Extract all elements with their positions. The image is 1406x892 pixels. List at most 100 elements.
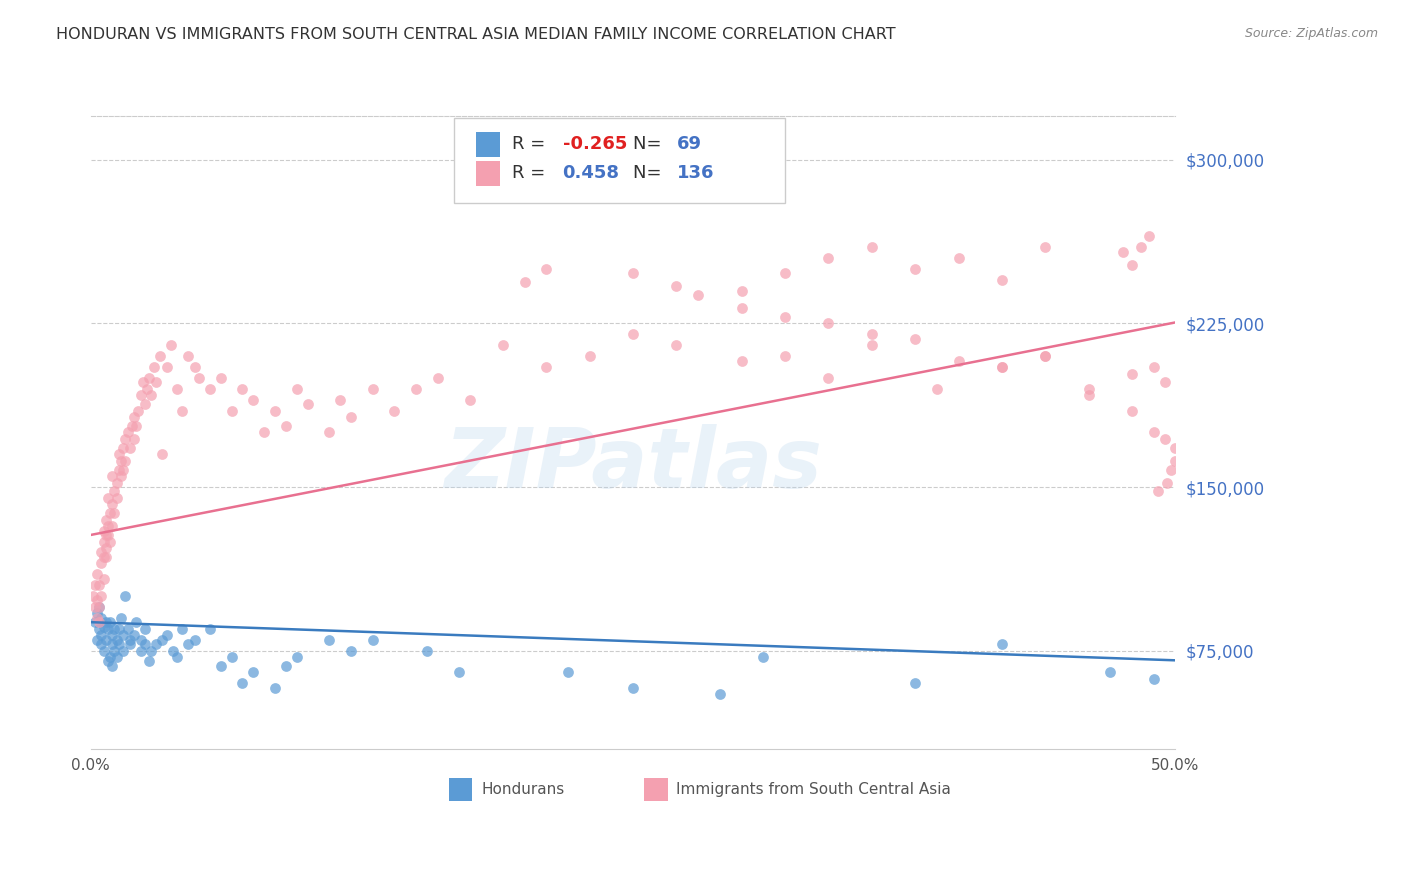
Point bbox=[93, 643, 115, 657]
Point bbox=[1143, 360, 1166, 375]
Point bbox=[97, 519, 120, 533]
Point bbox=[285, 650, 308, 665]
Point bbox=[1033, 240, 1056, 254]
Point bbox=[93, 549, 115, 564]
Point bbox=[860, 338, 883, 352]
Point bbox=[112, 462, 135, 476]
Point bbox=[198, 382, 221, 396]
Point bbox=[134, 397, 156, 411]
Point bbox=[1164, 454, 1187, 468]
Point bbox=[405, 382, 427, 396]
Point bbox=[138, 655, 160, 669]
Point bbox=[170, 622, 193, 636]
Point bbox=[166, 650, 188, 665]
FancyBboxPatch shape bbox=[644, 779, 668, 801]
Point bbox=[773, 266, 796, 280]
Point bbox=[84, 578, 107, 592]
Point bbox=[94, 615, 117, 630]
Point bbox=[991, 637, 1014, 651]
Point bbox=[242, 392, 264, 407]
Point bbox=[817, 371, 839, 385]
Text: Hondurans: Hondurans bbox=[481, 782, 564, 797]
Point bbox=[1143, 425, 1166, 440]
Point bbox=[1077, 382, 1099, 396]
Point bbox=[991, 360, 1014, 375]
Text: -0.265: -0.265 bbox=[562, 136, 627, 153]
Point bbox=[1129, 240, 1152, 254]
Point bbox=[97, 622, 120, 636]
Point bbox=[84, 615, 107, 630]
Point bbox=[513, 275, 536, 289]
Point bbox=[136, 382, 159, 396]
Point bbox=[460, 392, 482, 407]
Point bbox=[122, 410, 145, 425]
Text: 0.458: 0.458 bbox=[562, 164, 620, 182]
Point bbox=[1164, 441, 1187, 455]
Point bbox=[155, 628, 177, 642]
Point bbox=[1112, 244, 1135, 259]
Point bbox=[773, 349, 796, 363]
Point bbox=[1033, 349, 1056, 363]
Text: 69: 69 bbox=[676, 136, 702, 153]
Point bbox=[274, 419, 297, 434]
FancyBboxPatch shape bbox=[454, 118, 785, 203]
Point bbox=[97, 655, 120, 669]
Point bbox=[621, 266, 644, 280]
Point bbox=[274, 658, 297, 673]
Point bbox=[155, 360, 177, 375]
Point bbox=[82, 589, 104, 603]
Point bbox=[773, 310, 796, 324]
Point bbox=[94, 549, 117, 564]
Point bbox=[125, 419, 148, 434]
Point bbox=[105, 650, 128, 665]
Point bbox=[188, 371, 211, 385]
Point bbox=[416, 643, 439, 657]
Point bbox=[89, 599, 111, 614]
Point bbox=[108, 462, 131, 476]
Point bbox=[129, 643, 152, 657]
Point bbox=[948, 251, 970, 265]
Point bbox=[184, 632, 207, 647]
Point bbox=[101, 658, 124, 673]
Point bbox=[264, 403, 287, 417]
Text: ZIPatlas: ZIPatlas bbox=[444, 424, 823, 505]
Point bbox=[98, 650, 121, 665]
Point bbox=[86, 607, 108, 621]
Point bbox=[991, 360, 1014, 375]
Point bbox=[536, 262, 558, 277]
Point bbox=[117, 622, 139, 636]
Point bbox=[557, 665, 579, 680]
Point bbox=[1121, 403, 1143, 417]
Point bbox=[90, 545, 112, 559]
Point bbox=[101, 628, 124, 642]
Point bbox=[709, 687, 731, 701]
Point bbox=[752, 650, 775, 665]
Point bbox=[340, 410, 363, 425]
Point bbox=[730, 284, 752, 298]
Point bbox=[817, 317, 839, 331]
Point bbox=[86, 611, 108, 625]
Point bbox=[89, 615, 111, 630]
Point bbox=[97, 528, 120, 542]
Point bbox=[253, 425, 276, 440]
Text: HONDURAN VS IMMIGRANTS FROM SOUTH CENTRAL ASIA MEDIAN FAMILY INCOME CORRELATION : HONDURAN VS IMMIGRANTS FROM SOUTH CENTRA… bbox=[56, 27, 896, 42]
Point bbox=[118, 632, 141, 647]
Point bbox=[665, 338, 688, 352]
Point bbox=[297, 397, 319, 411]
Point bbox=[101, 469, 124, 483]
Point bbox=[1121, 258, 1143, 272]
Point bbox=[536, 360, 558, 375]
Point bbox=[141, 388, 163, 402]
Point bbox=[1139, 229, 1161, 244]
Point bbox=[166, 382, 188, 396]
Point bbox=[177, 637, 200, 651]
Point bbox=[361, 382, 384, 396]
Point bbox=[118, 637, 141, 651]
Point bbox=[110, 611, 132, 625]
Point bbox=[138, 371, 160, 385]
Point bbox=[110, 469, 132, 483]
Point bbox=[621, 681, 644, 695]
Point bbox=[103, 484, 125, 499]
Point bbox=[665, 279, 688, 293]
Point bbox=[361, 632, 384, 647]
